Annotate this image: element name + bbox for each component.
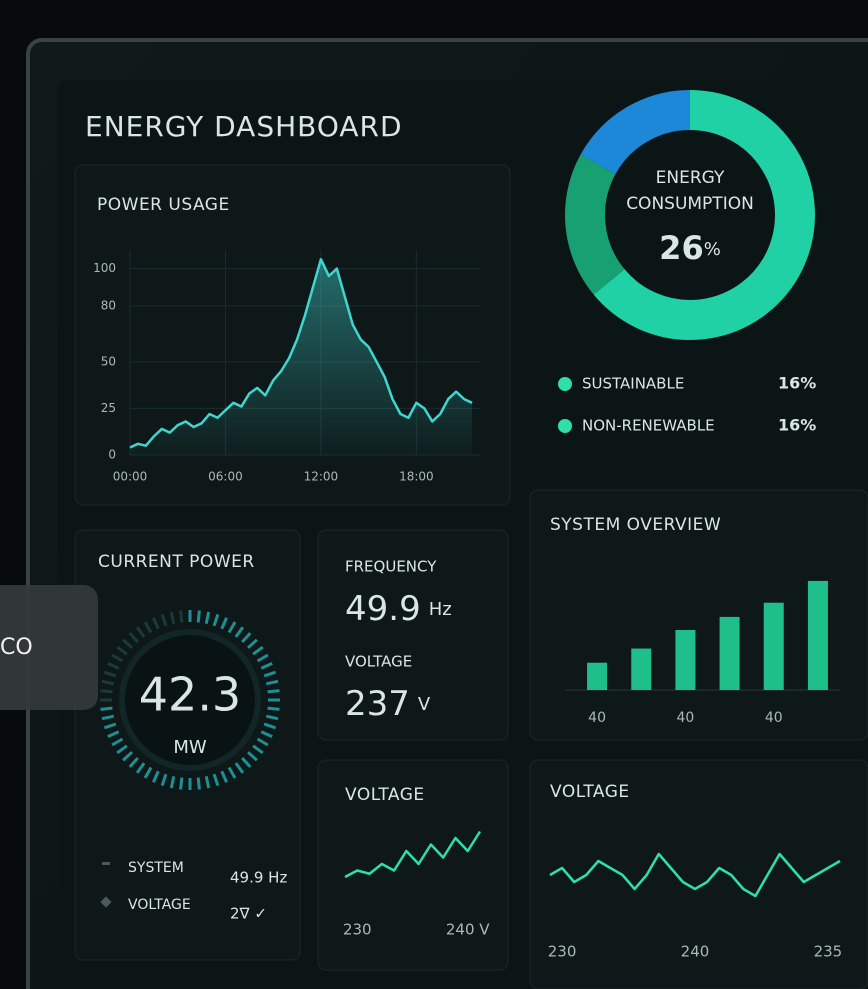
center-value: 26 (659, 229, 704, 267)
gauge-tick (100, 708, 112, 709)
donut-title: ENERGY (656, 168, 725, 188)
bar (631, 649, 651, 690)
reading-value: 237 (345, 684, 410, 724)
y-tick-label: 80 (101, 298, 116, 312)
bar (764, 603, 784, 690)
gauge-tick (181, 610, 182, 622)
gauge-value: 42.3 (139, 668, 241, 722)
gauge-tick (268, 708, 280, 709)
y-tick-label: 100 (93, 261, 116, 275)
stat-value: 2∇ ✓ (230, 905, 267, 923)
reading-value: 49.9 (345, 589, 421, 629)
bar (587, 663, 607, 690)
gauge-tick (198, 610, 199, 622)
reading-unit: V (418, 694, 431, 715)
panel-title: POWER USAGE (97, 195, 230, 215)
legend-value: 16% (778, 374, 816, 393)
x-tick-label: 240 V (446, 921, 490, 939)
legend-dot (558, 419, 572, 433)
donut-title: CONSUMPTION (626, 194, 754, 214)
gauge-unit: MW (173, 737, 207, 758)
overlay-label[interactable]: CO (0, 635, 33, 660)
bar (675, 630, 695, 690)
gauge-tick (268, 691, 280, 692)
gauge-tick (198, 778, 199, 790)
reading-label: VOLTAGE (345, 653, 412, 671)
x-tick-label: 12:00 (304, 470, 339, 484)
legend-label: SUSTAINABLE (582, 375, 684, 393)
panel-title: VOLTAGE (345, 785, 425, 805)
x-tick-label: 40 (765, 710, 783, 726)
legend-label: NON-RENEWABLE (582, 417, 715, 435)
x-tick-label: 40 (588, 710, 606, 726)
x-tick-label: 00:00 (113, 470, 148, 484)
panel-title: SYSTEM OVERVIEW (550, 515, 721, 535)
panel-title: VOLTAGE (550, 782, 630, 802)
x-tick-label: 18:00 (399, 470, 434, 484)
dashboard: ENERGY DASHBOARD POWER USAGE ENERGY CONS… (0, 0, 868, 989)
x-tick-label: 230 (548, 943, 577, 961)
x-tick-label: 240 (681, 943, 710, 961)
x-tick-label: 235 (814, 943, 843, 961)
x-tick-label: 40 (677, 710, 695, 726)
y-tick-label: 0 (108, 448, 116, 462)
panel-title: CURRENT POWER (98, 552, 255, 572)
center-unit: % (704, 239, 721, 260)
icon (102, 862, 110, 865)
gauge-tick (181, 778, 182, 790)
reading-label: FREQUENCY (345, 558, 437, 576)
stat-label: VOLTAGE (128, 897, 191, 913)
dashboard-title: ENERGY DASHBOARD (85, 110, 403, 143)
gauge-tick (100, 691, 112, 692)
y-tick-label: 25 (101, 401, 116, 415)
y-tick-label: 50 (101, 354, 116, 368)
legend-value: 16% (778, 416, 816, 435)
legend-dot (558, 377, 572, 391)
stat-label: SYSTEM (128, 860, 184, 876)
x-tick-label: 230 (343, 921, 372, 939)
bar (720, 617, 740, 690)
reading-unit: Hz (429, 599, 452, 620)
stat-value: 49.9 Hz (230, 869, 287, 887)
bar (808, 581, 828, 690)
x-tick-label: 06:00 (208, 470, 243, 484)
